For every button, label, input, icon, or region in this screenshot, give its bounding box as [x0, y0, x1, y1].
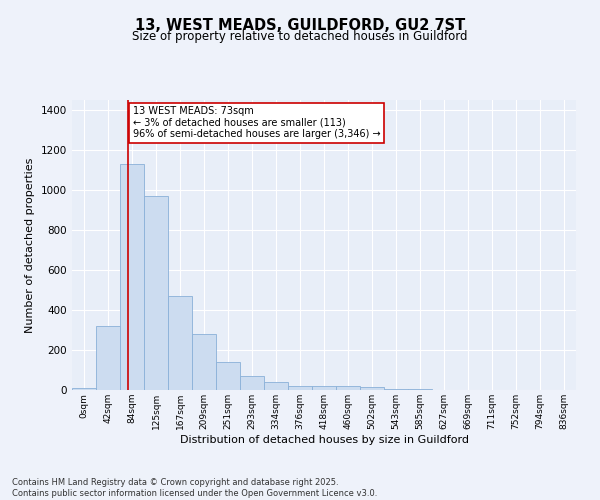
Bar [216, 362, 240, 390]
Bar [168, 296, 192, 390]
Bar [288, 386, 312, 390]
Text: Size of property relative to detached houses in Guildford: Size of property relative to detached ho… [132, 30, 468, 43]
Bar [312, 386, 336, 390]
Y-axis label: Number of detached properties: Number of detached properties [25, 158, 35, 332]
Text: 13 WEST MEADS: 73sqm
← 3% of detached houses are smaller (113)
96% of semi-detac: 13 WEST MEADS: 73sqm ← 3% of detached ho… [133, 106, 380, 139]
Bar [192, 334, 216, 390]
Bar [336, 386, 360, 390]
Bar [72, 388, 96, 390]
X-axis label: Distribution of detached houses by size in Guildford: Distribution of detached houses by size … [179, 434, 469, 444]
Bar [120, 164, 144, 390]
Bar [240, 376, 264, 390]
Bar [360, 387, 384, 390]
Bar [264, 382, 288, 390]
Bar [384, 389, 408, 390]
Text: 13, WEST MEADS, GUILDFORD, GU2 7ST: 13, WEST MEADS, GUILDFORD, GU2 7ST [135, 18, 465, 32]
Bar [96, 326, 120, 390]
Bar [144, 196, 168, 390]
Text: Contains HM Land Registry data © Crown copyright and database right 2025.
Contai: Contains HM Land Registry data © Crown c… [12, 478, 377, 498]
